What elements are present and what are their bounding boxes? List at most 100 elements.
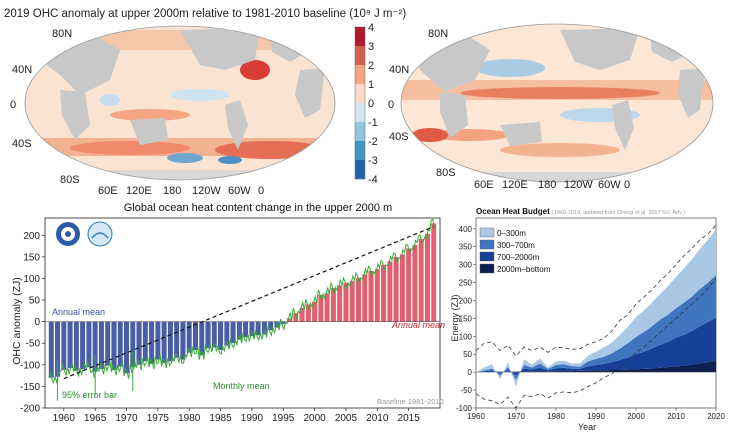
budget-area-bottom — [476, 360, 716, 373]
budget-area-300-700m — [476, 275, 716, 380]
lon-label-60w-right: 60W — [598, 179, 621, 191]
ohc-bar — [343, 282, 349, 322]
ohc-bar — [430, 223, 437, 322]
colorbar-tick: 2 — [368, 60, 374, 72]
budget-y-tick-label: 300 — [459, 261, 473, 270]
lon-label-180-right: 180 — [538, 179, 556, 191]
ohc-bar — [393, 256, 399, 322]
colorbar-tick: -1 — [368, 117, 378, 129]
colorbar-tick: 4 — [368, 22, 374, 34]
lon-label-60w: 60W — [228, 185, 251, 197]
ohc-bar — [48, 321, 55, 378]
lat-label-40n: 40N — [12, 64, 32, 76]
budget-x-tick-label: 1960 — [467, 412, 485, 421]
legend-label-700-2000m: 700–2000m — [497, 253, 540, 262]
ohc-x-tick-label: 2015 — [398, 413, 421, 424]
colorbar-tick: -2 — [368, 136, 378, 148]
ohc-bar — [142, 321, 149, 362]
ohc-bar — [418, 238, 425, 322]
budget-x-axis-label: Year — [578, 422, 596, 432]
budget-y-tick-label: 400 — [459, 225, 473, 234]
ohc-bar — [361, 273, 368, 322]
baseline-label: Baseline 1981-2010 — [377, 397, 444, 406]
ohc-bar — [173, 321, 180, 359]
ohc-y-tick-label: -50 — [26, 339, 41, 350]
lon-label-0: 0 — [258, 185, 264, 197]
annual-mean-right-label: Annual mean — [391, 320, 445, 330]
lon-label-60e: 60E — [98, 185, 118, 197]
ohc-x-tick-label: 1965 — [84, 413, 107, 424]
ohc-chart-title: Global ocean heat content change in the … — [124, 202, 392, 214]
budget-x-tick-label: 1990 — [587, 412, 605, 421]
budget-y-tick-label: 150 — [459, 314, 473, 323]
ohc-monthly-mean-line — [48, 218, 437, 385]
maps-panel: 80N 40N 0 40S 80S 60E 120E 180 120W 60W … — [10, 22, 714, 197]
budget-x-tick-label: 2020 — [707, 412, 725, 421]
lat-label-80n-right: 80N — [428, 28, 448, 40]
budget-y-tick-label: 100 — [459, 332, 473, 341]
budget-chart-subtitle: (1960-2019, updated from Cheng et al. 20… — [552, 210, 685, 216]
ohc-bar — [387, 261, 393, 322]
ohc-bar — [186, 321, 193, 353]
lon-label-120w: 120W — [192, 185, 221, 197]
lat-label-40s: 40S — [12, 138, 32, 150]
colorbar — [354, 26, 366, 180]
lon-label-120e: 120E — [126, 185, 152, 197]
ohc-y-tick-label: 200 — [23, 231, 40, 242]
budget-x-tick-label: 2010 — [667, 412, 685, 421]
lon-label-60e-right: 60E — [474, 179, 494, 191]
lat-label-0: 0 — [10, 99, 16, 111]
ohc-x-tick-label: 1980 — [178, 413, 201, 424]
lat-label-80s-right: 80S — [436, 167, 456, 179]
legend-label-0-300m: 0–300m — [497, 229, 526, 238]
budget-y-axis-label: Energy (ZJ) — [450, 294, 460, 341]
ohc-bar — [67, 321, 73, 369]
heat-budget-chart: Ocean Heat Budget (1960-2019, updated fr… — [450, 207, 725, 432]
ohc-bar — [180, 321, 186, 360]
ohc-bar — [123, 321, 130, 374]
ohc-y-tick-label: -150 — [20, 382, 40, 393]
ohc-x-tick-label: 1975 — [147, 413, 170, 424]
budget-x-tick-label: 2000 — [627, 412, 645, 421]
ohc-y-tick-label: -200 — [20, 404, 40, 415]
ohc-y-axis-label: OHC anomaly (ZJ) — [11, 277, 23, 365]
budget-y-tick-label: -50 — [460, 386, 472, 395]
legend-swatch-700-2000m — [479, 251, 495, 262]
budget-y-tick-label: 200 — [459, 296, 473, 305]
ohc-bar — [336, 285, 343, 322]
ohc-x-tick-label: 1990 — [241, 413, 264, 424]
lon-label-0-right: 0 — [624, 179, 630, 191]
ohc-bar — [349, 280, 356, 322]
ohc-bar — [167, 321, 174, 362]
lon-label-120e-right: 120E — [502, 179, 528, 191]
ohc-bar — [60, 321, 67, 371]
ohc-bar — [86, 321, 92, 368]
budget-legend: 0–300m 300–700m 700–2000m 2000m–bottom — [479, 227, 551, 274]
ohc-bar — [261, 321, 268, 335]
maps-title: 2019 OHC anomaly at upper 2000m relative… — [4, 8, 407, 20]
legend-label-300-700m: 300–700m — [497, 241, 535, 250]
colorbar-tick: 1 — [368, 79, 374, 91]
legend-label-2000m-bottom: 2000m–bottom — [497, 265, 551, 274]
ohc-x-tick-label: 1995 — [272, 413, 295, 424]
institute-logo-left — [56, 222, 80, 246]
ohc-bar — [374, 268, 381, 322]
ohc-bar-chart: Global ocean heat content change in the … — [11, 202, 445, 424]
ohc-trend-line — [63, 226, 434, 380]
ohc-x-tick-label: 2010 — [366, 413, 389, 424]
ohc-x-tick-label: 1985 — [209, 413, 232, 424]
ohc-bar — [355, 277, 362, 322]
colorbar-tick: -3 — [368, 155, 378, 167]
ohc-bar — [368, 270, 374, 322]
ohc-bar — [111, 321, 117, 371]
budget-y-tick-label: 350 — [459, 243, 473, 252]
lat-label-80s: 80S — [60, 174, 80, 186]
budget-area-0-300m — [476, 229, 716, 387]
colorbar-tick: 3 — [368, 41, 374, 53]
ohc-anomaly-map-2019 — [25, 26, 335, 180]
budget-chart-title: Ocean Heat Budget — [476, 207, 550, 216]
budget-area-700-2000m — [476, 317, 716, 376]
lat-label-80n: 80N — [52, 28, 72, 40]
legend-swatch-300-700m — [479, 239, 495, 250]
lat-label-40s-right: 40S — [389, 131, 409, 143]
